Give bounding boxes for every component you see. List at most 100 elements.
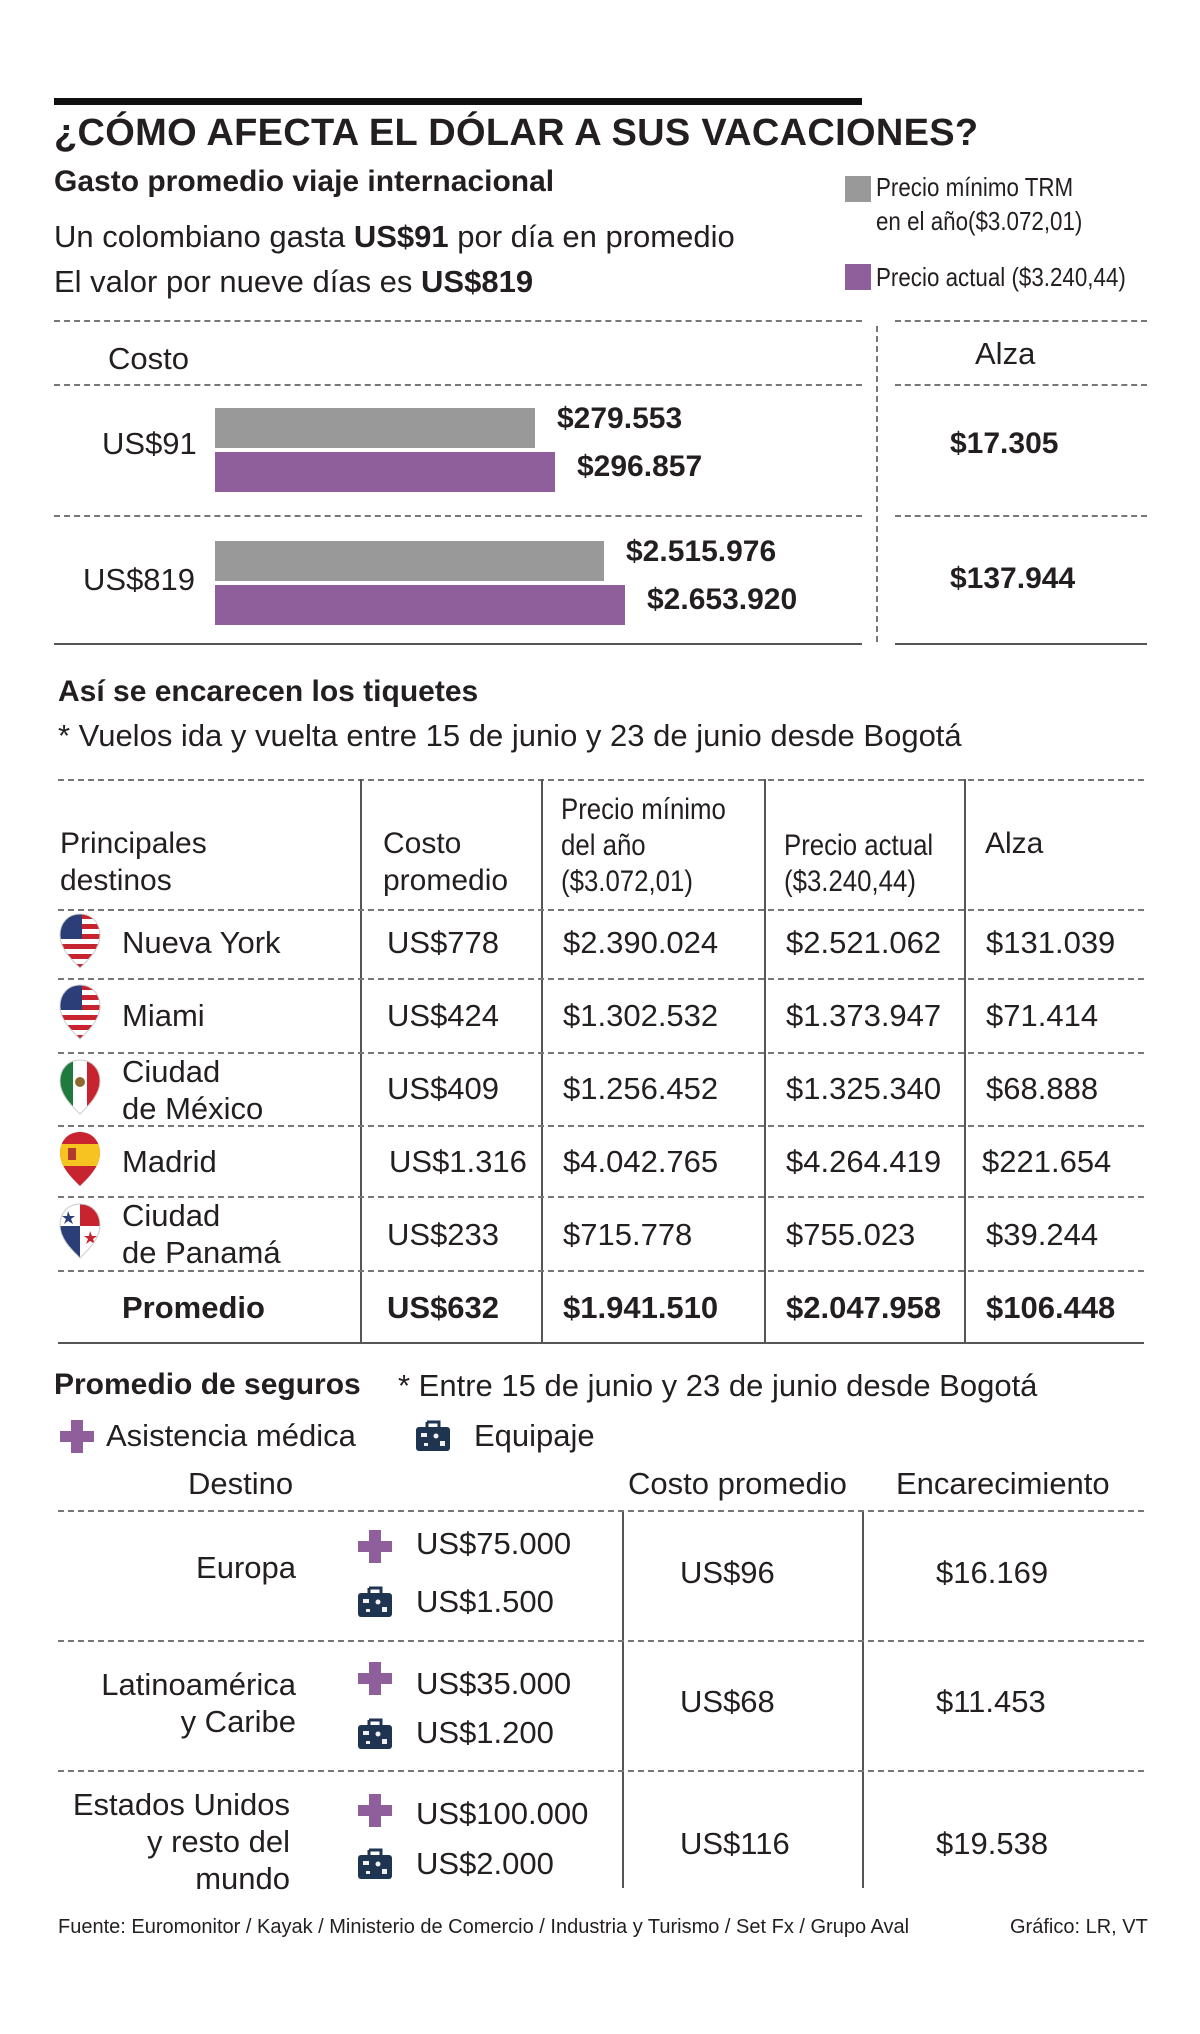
insurance-row-destino: Latinoamérica y Caribe [101, 1667, 296, 1739]
tickets-row-destino: Miami [122, 998, 205, 1033]
section1-line1: Un colombiano gasta US$91 por día en pro… [54, 219, 735, 254]
insurance-row-divider [58, 1640, 1144, 1642]
tickets-row-alza: $221.654 [982, 1144, 1112, 1179]
bar-label-actual-819: $2.653.920 [647, 583, 798, 616]
tickets-row-destino: Ciudad de Panamá [122, 1198, 281, 1270]
bar-min-819 [215, 541, 604, 581]
tickets-row-divider [58, 1125, 1144, 1127]
tickets-header-alza: Alza [985, 827, 1044, 860]
tickets-row-divider [58, 978, 1144, 980]
tickets-row-alza: $71.414 [986, 998, 1099, 1033]
medical-plus-icon [356, 1792, 394, 1828]
legend-actual-label: Precio actual ($3.240,44) [876, 262, 1126, 292]
tickets-col-sep-2 [541, 779, 543, 1342]
insurance-row-medical: US$75.000 [416, 1526, 572, 1561]
legend-medical-label: Asistencia médica [106, 1418, 356, 1453]
insurance-row-luggage: US$2.000 [416, 1846, 554, 1881]
tickets-header-actual: Precio actual ($3.240,44) [784, 829, 934, 898]
bar-actual-91 [215, 452, 555, 492]
chart-bottom-rule [54, 643, 862, 645]
tickets-row-actual: $1.325.340 [786, 1071, 942, 1106]
tickets-row-minimo: $2.390.024 [563, 925, 719, 960]
tickets-col-sep-4 [964, 779, 966, 1342]
section3-subtitle: Promedio de seguros [54, 1368, 361, 1401]
tickets-row-minimo: $1.302.532 [563, 998, 719, 1033]
insurance-row-enc: $19.538 [936, 1826, 1049, 1861]
insurance-row-costo: US$68 [680, 1684, 775, 1719]
section2-subtitle: Así se encarecen los tiquetes [58, 675, 479, 708]
bar-min-91 [215, 408, 535, 448]
alza-bottom-rule [895, 643, 1147, 645]
legend-gray-swatch [845, 176, 871, 202]
tickets-row-costo: US$233 [387, 1217, 500, 1252]
tickets-row-destino: Ciudad de México [122, 1054, 264, 1126]
category-label-91: US$91 [102, 426, 197, 461]
tickets-col-sep-3 [764, 779, 766, 1342]
section2-note: * Vuelos ida y vuelta entre 15 de junio … [58, 718, 962, 753]
chart-header-divider [54, 384, 862, 386]
panama-flag-icon [58, 1202, 102, 1260]
alza-header-divider [895, 384, 1147, 386]
chart-xlabel: Costo [108, 341, 189, 376]
tickets-row-minimo: $1.256.452 [563, 1071, 719, 1106]
bar-label-actual-91: $296.857 [577, 450, 703, 483]
tickets-total-alza: $106.448 [986, 1290, 1116, 1325]
alza-value-91: $17.305 [950, 427, 1059, 460]
alza-top-divider [895, 320, 1147, 322]
insurance-row-divider [58, 1770, 1144, 1772]
bar-label-min-91: $279.553 [557, 402, 683, 435]
tickets-row-alza: $131.039 [986, 925, 1116, 960]
tickets-total-costo: US$632 [387, 1290, 500, 1325]
tickets-row-costo: US$424 [387, 998, 500, 1033]
page-title: ¿CÓMO AFECTA EL DÓLAR A SUS VACACIONES? [54, 112, 979, 154]
section1-subtitle: Gasto promedio viaje internacional [54, 165, 555, 198]
bar-label-min-819: $2.515.976 [626, 535, 777, 568]
tickets-header-minimo: Precio mínimo del año ($3.072,01) [561, 793, 726, 898]
tickets-row-alza: $39.244 [986, 1217, 1099, 1252]
tickets-row-minimo: $715.778 [563, 1217, 693, 1252]
medical-plus-icon [58, 1418, 96, 1454]
tickets-total-actual: $2.047.958 [786, 1290, 942, 1325]
tickets-bottom-rule [58, 1342, 1144, 1344]
footer-credit: Gráfico: LR, VT [1010, 1916, 1148, 1938]
tickets-top-divider [58, 779, 1144, 781]
alza-row-divider [895, 515, 1147, 517]
legend-min-label: Precio mínimo TRM en el año($3.072,01) [876, 172, 1083, 236]
category-label-819: US$819 [83, 562, 196, 597]
tickets-total-minimo: $1.941.510 [563, 1290, 719, 1325]
insurance-row-enc: $16.169 [936, 1555, 1049, 1590]
luggage-icon [356, 1846, 394, 1882]
chart-top-divider [54, 320, 862, 322]
usa-flag-icon [58, 983, 102, 1041]
luggage-icon [356, 1584, 394, 1620]
tickets-row-actual: $1.373.947 [786, 998, 942, 1033]
tickets-row-destino: Nueva York [122, 925, 281, 960]
tickets-header-destino: Principales destinos [60, 827, 207, 897]
spain-flag-icon [58, 1130, 102, 1188]
tickets-row-divider [58, 1052, 1144, 1054]
tickets-col-sep-1 [360, 779, 362, 1342]
legend-luggage-label: Equipaje [474, 1418, 595, 1453]
insurance-header-divider [58, 1510, 1144, 1512]
section1-line2: El valor por nueve días es US$819 [54, 264, 534, 299]
medical-plus-icon [356, 1528, 394, 1564]
tickets-row-divider [58, 1270, 1144, 1272]
luggage-icon [356, 1716, 394, 1752]
insurance-row-medical: US$100.000 [416, 1796, 589, 1831]
title-rule [54, 98, 862, 105]
tickets-row-costo: US$409 [387, 1071, 500, 1106]
tickets-total-label: Promedio [122, 1290, 265, 1325]
mexico-flag-icon [58, 1058, 102, 1116]
tickets-header-divider [58, 909, 1144, 911]
bar-actual-819 [215, 585, 625, 625]
insurance-row-costo: US$116 [680, 1826, 790, 1861]
footer-source: Fuente: Euromonitor / Kayak / Ministerio… [58, 1916, 910, 1938]
insurance-row-destino: Estados Unidos y resto del mundo [72, 1787, 290, 1896]
alza-value-819: $137.944 [950, 562, 1076, 595]
insurance-header-encarecimiento: Encarecimiento [896, 1466, 1110, 1501]
medical-plus-icon [356, 1660, 394, 1696]
insurance-header-costo: Costo promedio [628, 1466, 847, 1501]
tickets-row-costo: US$778 [387, 925, 500, 960]
chart-vertical-divider [876, 326, 878, 642]
insurance-col-sep-2 [862, 1512, 864, 1888]
